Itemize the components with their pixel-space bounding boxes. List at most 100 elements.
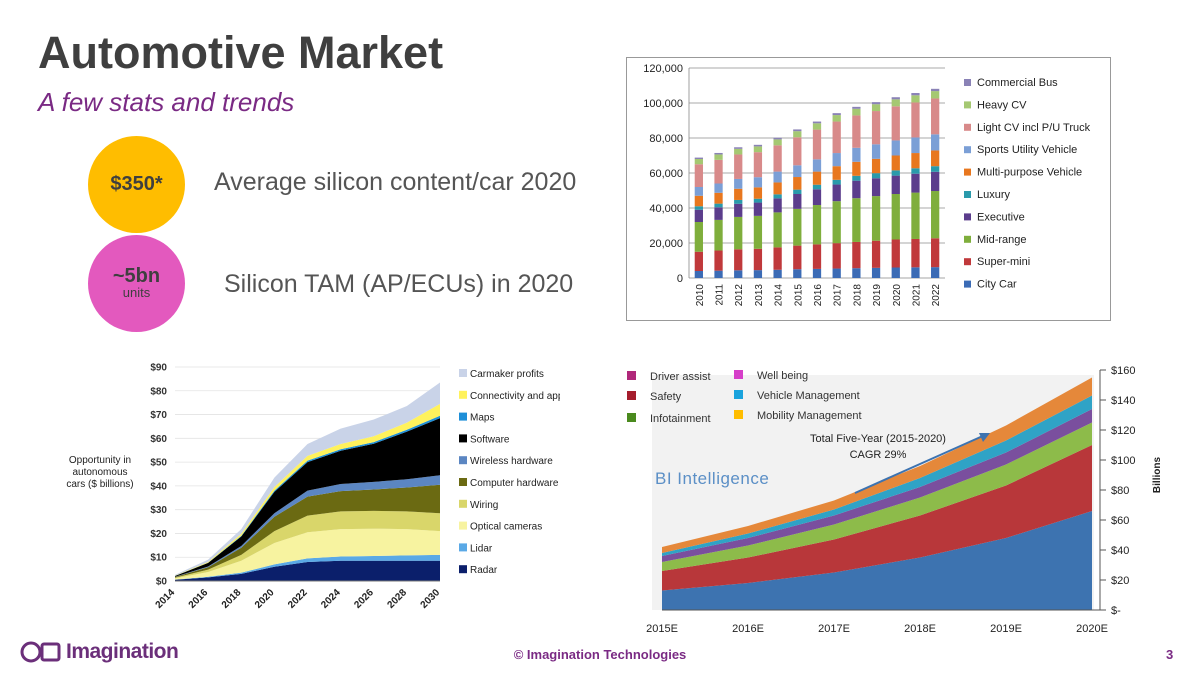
bar-luxury: [832, 179, 841, 185]
y-tick-label: $100: [1111, 455, 1135, 467]
bar-super-mini: [734, 249, 743, 271]
bar-light-cv-incl-p-u-truck: [734, 154, 743, 179]
bar-sports-utility-vehicle: [694, 187, 703, 196]
legend-label-mid-range: Mid-range: [977, 234, 1027, 246]
bar-light-cv-incl-p-u-truck: [714, 159, 723, 184]
bar-executive: [753, 202, 763, 216]
x-tick-label: 2018E: [904, 623, 936, 635]
bar-super-mini: [852, 241, 861, 269]
x-tick-label: 2013: [754, 284, 765, 307]
bar-heavy-cv: [714, 154, 723, 160]
area-software: [175, 418, 440, 577]
y-tick-label: 120,000: [643, 63, 683, 75]
bar-super-mini: [812, 244, 822, 269]
x-tick-label: 2015: [793, 284, 804, 307]
bar-luxury: [734, 199, 743, 204]
legend-swatch-sports-utility-vehicle: [964, 146, 971, 154]
y-tick-label: 60,000: [649, 168, 683, 180]
x-tick-label: 2026: [352, 587, 376, 611]
area-safety: [662, 445, 1092, 591]
legend-label-lidar: Lidar: [470, 543, 493, 554]
x-tick-label: 2028: [385, 587, 409, 611]
bar-city-car: [714, 270, 723, 278]
bar-commercial-bus: [734, 147, 743, 149]
slide-subtitle: A few stats and trends: [38, 87, 295, 117]
bar-multi-purpose-vehicle: [694, 195, 703, 207]
silicon-tam-unit: units: [122, 285, 151, 301]
bar-city-car: [773, 269, 782, 278]
bar-super-mini: [931, 238, 940, 268]
legend-label-city-car: City Car: [977, 279, 1017, 291]
area-city: [662, 511, 1092, 610]
y-tick-label: 0: [677, 273, 683, 285]
bar-light-cv-incl-p-u-truck: [931, 98, 940, 135]
y-tick-label: $90: [150, 363, 167, 374]
legend-swatch-driver-assist: [627, 371, 636, 380]
chart-annotation-cagr: CAGR 29%: [850, 449, 907, 461]
bar-city-car: [852, 268, 861, 278]
bar-super-mini: [891, 239, 900, 268]
legend-label-wireless-hardware: Wireless hardware: [470, 456, 553, 467]
y-axis-label: Opportunity in autonomous cars ($ billions…: [66, 455, 133, 490]
bar-heavy-cv: [812, 123, 822, 130]
area-lidar: [175, 554, 440, 580]
bar-mid-range: [694, 222, 703, 252]
bar-multi-purpose-vehicle: [871, 158, 881, 174]
bar-heavy-cv: [734, 148, 743, 155]
bar-super-mini: [753, 248, 763, 271]
legend-label-software: Software: [470, 434, 510, 445]
silicon-tam-value: ~5bn: [112, 265, 161, 288]
bar-executive: [871, 178, 881, 197]
x-tick-label: 2016: [813, 284, 824, 307]
legend-swatch-mid-range: [964, 235, 971, 243]
bar-multi-purpose-vehicle: [931, 150, 940, 167]
legend-swatch-city-car: [964, 280, 971, 288]
bar-multi-purpose-vehicle: [832, 166, 841, 180]
area-driver-assist: [662, 422, 1092, 571]
legend-label-radar: Radar: [470, 565, 498, 576]
bar-sports-utility-vehicle: [871, 144, 881, 159]
bar-mid-range: [891, 194, 900, 240]
y-axis-label: Billions: [1152, 457, 1163, 494]
y-tick-label: $50: [150, 458, 167, 469]
y-tick-label: $20: [1111, 575, 1129, 587]
bar-city-car: [812, 268, 822, 278]
bar-commercial-bus: [911, 93, 920, 96]
bar-commercial-bus: [694, 157, 703, 159]
bar-executive: [714, 207, 723, 220]
x-tick-label: 2024: [319, 587, 343, 611]
bar-multi-purpose-vehicle: [891, 155, 900, 171]
page-number: 3: [1166, 647, 1174, 662]
bar-mid-range: [734, 216, 743, 250]
bar-super-mini: [773, 247, 782, 270]
area-radar: [175, 560, 440, 581]
legend-label-optical-cameras: Optical cameras: [470, 522, 542, 533]
bar-mid-range: [931, 191, 940, 239]
imagination-logo-icon: [20, 641, 61, 663]
trend-arrow-head: [979, 433, 990, 442]
bar-heavy-cv: [694, 159, 703, 165]
bar-commercial-bus: [793, 129, 802, 132]
area-wireless-hardware: [175, 475, 440, 577]
autonomous-opportunity-svg: $0 $10 $20 $30 $40 $50 $60 $70 $80 $90 2014 2016 201…: [66, 363, 568, 611]
y-tick-label: $160: [1111, 365, 1135, 377]
legend-label-infotainment: Infotainment: [650, 413, 711, 425]
bar-executive: [694, 209, 703, 222]
bar-city-car: [694, 271, 703, 278]
legend-swatch-safety: [627, 391, 636, 400]
bar-luxury: [694, 206, 703, 210]
legend-label-driver-assist: Driver assist: [650, 371, 711, 383]
legend-label-luxury: Luxury: [977, 189, 1011, 201]
bar-light-cv-incl-p-u-truck: [793, 137, 802, 166]
vehicle-segment-svg: 0 20,000 40,000 60,000 80,000 100,000 120,000 2…: [643, 63, 1090, 307]
bar-sports-utility-vehicle: [734, 178, 743, 189]
legend-label-safety: Safety: [650, 391, 682, 403]
legend-label-maps: Maps: [470, 413, 494, 424]
autonomous-opportunity-area-chart: $0 $10 $20 $30 $40 $50 $60 $70 $80 $90 2014 2016 201…: [60, 355, 568, 625]
bar-sports-utility-vehicle: [714, 183, 723, 193]
legend-swatch-maps: [459, 412, 467, 421]
x-tick-label: 2019: [872, 284, 883, 307]
x-tick-label: 2020: [253, 587, 277, 611]
legend-swatch-radar: [459, 565, 467, 574]
bar-city-car: [832, 268, 841, 278]
